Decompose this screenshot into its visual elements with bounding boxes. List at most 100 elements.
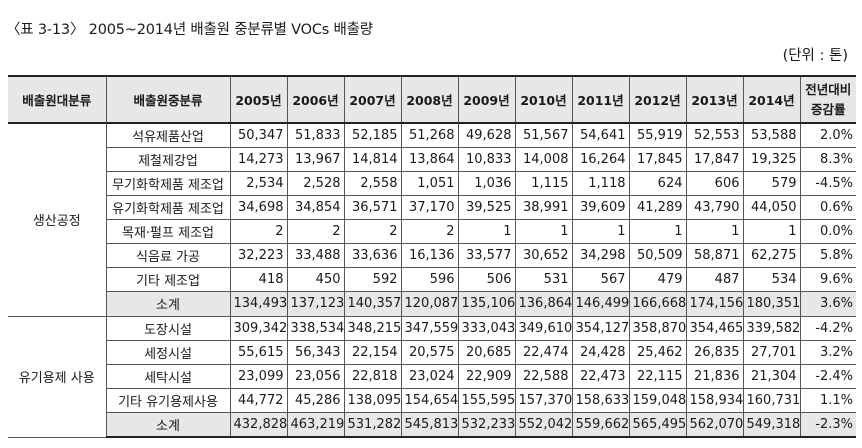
value-cell: 160,731	[742, 387, 801, 413]
value-cell: 1	[457, 219, 516, 245]
value-cell: 418	[229, 267, 288, 293]
value-cell: 22,473	[571, 363, 630, 389]
value-cell: 54,641	[571, 122, 630, 149]
value-cell: 531,282	[343, 411, 402, 438]
value-cell: 1	[571, 219, 630, 245]
value-cell: 44,050	[742, 195, 801, 221]
value-cell: 354,465	[685, 315, 744, 341]
value-cell: 20,575	[400, 339, 459, 365]
value-cell: 565,495	[628, 411, 687, 438]
value-cell: 10,833	[457, 147, 516, 173]
value-cell: 34,698	[229, 195, 288, 221]
value-cell: 624	[628, 171, 687, 197]
value-cell: 44,772	[229, 387, 288, 413]
value-cell: 559,662	[571, 411, 630, 438]
change-rate-cell: 2.0%	[799, 122, 856, 149]
header-year: 2005년	[229, 75, 288, 124]
table-row: 세탁시설 23,099 23,056 22,818 23,024 22,909 22,588…	[8, 363, 856, 389]
value-cell: 25,462	[628, 339, 687, 365]
minor-category-cell: 기타 제조업	[105, 267, 231, 293]
table-row: 무기화학제품 제조업 2,534 2,528 2,558 1,051 1,036 1,115…	[8, 171, 856, 197]
subtotal-label: 소계	[105, 411, 231, 438]
value-cell: 33,636	[343, 243, 402, 269]
change-rate-cell: -2.3%	[799, 411, 856, 438]
value-cell: 146,499	[571, 291, 630, 317]
minor-category-cell: 세탁시설	[105, 363, 231, 389]
value-cell: 2,534	[229, 171, 288, 197]
value-cell: 14,008	[514, 147, 573, 173]
header-year: 2009년	[457, 75, 516, 124]
value-cell: 22,474	[514, 339, 573, 365]
change-rate-cell: 1.1%	[799, 387, 856, 413]
value-cell: 22,115	[628, 363, 687, 389]
value-cell: 157,370	[514, 387, 573, 413]
header-year: 2014년	[742, 75, 801, 124]
minor-category-cell: 무기화학제품 제조업	[105, 171, 231, 197]
header-year: 2011년	[571, 75, 630, 124]
value-cell: 134,493	[229, 291, 288, 317]
unit-label: (단위 : 톤)	[782, 48, 848, 64]
value-cell: 2,528	[286, 171, 345, 197]
value-cell: 463,219	[286, 411, 345, 438]
value-cell: 27,701	[742, 339, 801, 365]
header-year: 2006년	[286, 75, 345, 124]
value-cell: 120,087	[400, 291, 459, 317]
minor-category-cell: 식음료 가공	[105, 243, 231, 269]
value-cell: 43,790	[685, 195, 744, 221]
value-cell: 1	[685, 219, 744, 245]
value-cell: 487	[685, 267, 744, 293]
value-cell: 50,347	[229, 122, 288, 149]
value-cell: 135,106	[457, 291, 516, 317]
value-cell: 41,289	[628, 195, 687, 221]
header-year: 2008년	[400, 75, 459, 124]
table-row: 식음료 가공 32,223 33,488 33,636 16,136 33,577 30,6…	[8, 243, 856, 269]
value-cell: 606	[685, 171, 744, 197]
table-row: 제철제강업 14,273 13,967 14,814 13,864 10,833 14,00…	[8, 147, 856, 173]
value-cell: 592	[343, 267, 402, 293]
minor-category-cell: 목재·펄프 제조업	[105, 219, 231, 245]
major-category-cell: 유기용제 사용	[8, 315, 107, 438]
value-cell: 545,813	[400, 411, 459, 438]
table-body: 생산공정 석유제품산업 50,347 51,833 52,185 51,268 49,628…	[8, 122, 856, 438]
value-cell: 549,318	[742, 411, 801, 438]
header-change-line1: 전년대비	[805, 82, 852, 97]
minor-category-cell: 세정시설	[105, 339, 231, 365]
value-cell: 38,991	[514, 195, 573, 221]
value-cell: 32,223	[229, 243, 288, 269]
value-cell: 55,919	[628, 122, 687, 149]
value-cell: 1,051	[400, 171, 459, 197]
value-cell: 53,588	[742, 122, 801, 149]
value-cell: 137,123	[286, 291, 345, 317]
header-change-line2: 증감률	[810, 102, 846, 117]
value-cell: 49,628	[457, 122, 516, 149]
value-cell: 51,833	[286, 122, 345, 149]
value-cell: 2	[400, 219, 459, 245]
value-cell: 36,571	[343, 195, 402, 221]
minor-category-cell: 석유제품산업	[105, 122, 231, 149]
value-cell: 62,275	[742, 243, 801, 269]
value-cell: 23,024	[400, 363, 459, 389]
value-cell: 338,534	[286, 315, 345, 341]
value-cell: 159,048	[628, 387, 687, 413]
value-cell: 1,036	[457, 171, 516, 197]
value-cell: 19,325	[742, 147, 801, 173]
value-cell: 13,864	[400, 147, 459, 173]
header-year: 2010년	[514, 75, 573, 124]
subtotal-label: 소계	[105, 291, 231, 317]
value-cell: 21,836	[685, 363, 744, 389]
major-category-cell: 생산공정	[8, 122, 107, 317]
value-cell: 2	[286, 219, 345, 245]
value-cell: 158,633	[571, 387, 630, 413]
value-cell: 23,099	[229, 363, 288, 389]
minor-category-cell: 기타 유기용제사용	[105, 387, 231, 413]
value-cell: 24,428	[571, 339, 630, 365]
value-cell: 30,652	[514, 243, 573, 269]
change-rate-cell: -4.5%	[799, 171, 856, 197]
value-cell: 1	[514, 219, 573, 245]
value-cell: 34,854	[286, 195, 345, 221]
value-cell: 174,156	[685, 291, 744, 317]
value-cell: 347,559	[400, 315, 459, 341]
value-cell: 33,577	[457, 243, 516, 269]
value-cell: 180,351	[742, 291, 801, 317]
value-cell: 1	[628, 219, 687, 245]
